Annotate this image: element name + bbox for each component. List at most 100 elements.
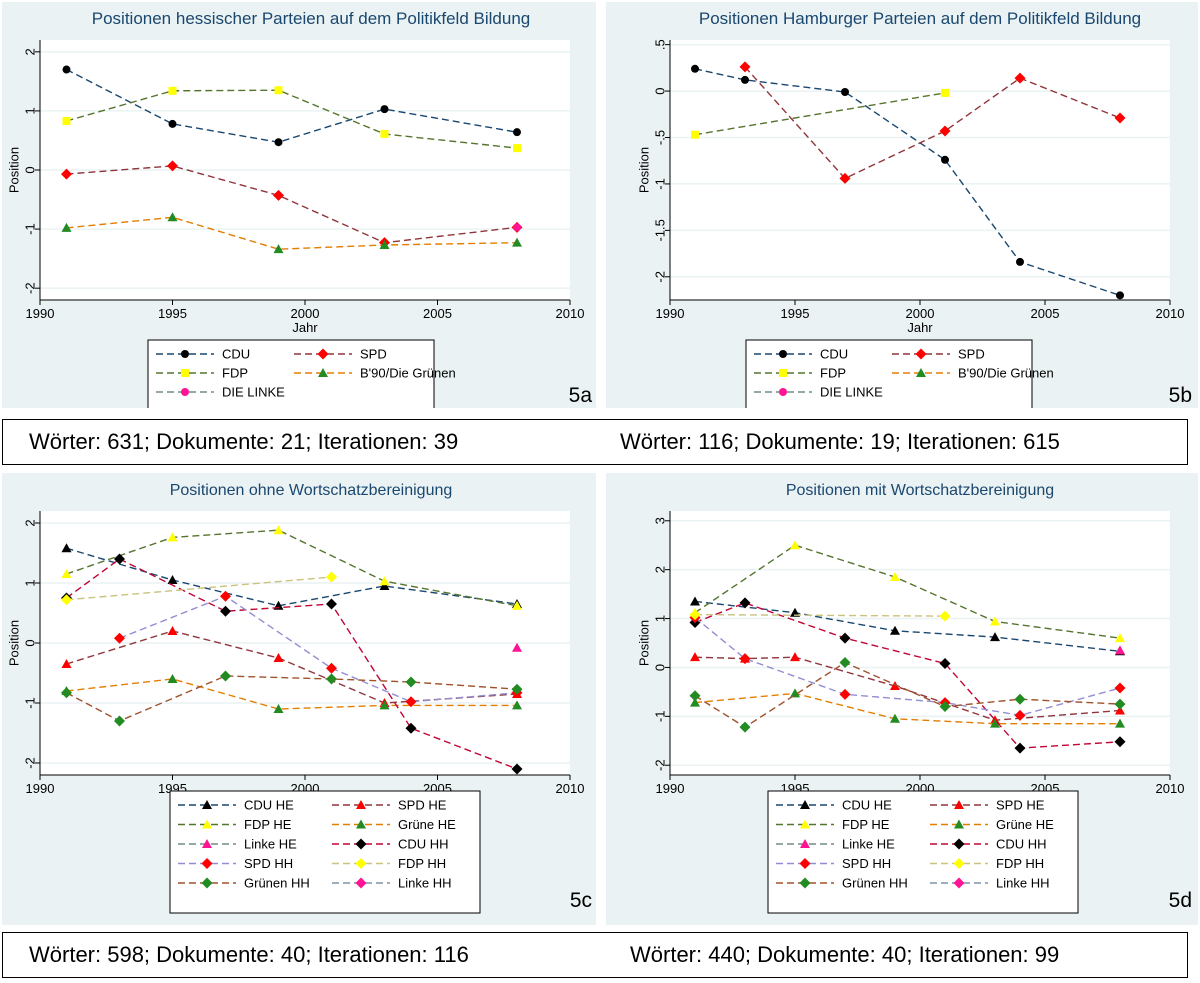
legend-marker [181,350,189,358]
y-tick-label: 2 [653,566,668,573]
legend-marker [202,800,212,809]
data-point [513,144,521,153]
y-tick-label: -1 [653,711,668,723]
y-tick-label: 0 [23,166,38,173]
data-point [841,88,849,96]
legend-marker [355,858,367,869]
data-point [790,688,800,698]
x-tick-label: 2005 [423,306,452,321]
data-point [220,670,231,682]
y-tick-label: -2 [653,759,668,771]
series-line [694,656,1121,721]
stats-5b: Wörter: 116; Dokumente: 19; Iterationen:… [620,429,1060,454]
y-tick-label: 0 [653,664,668,671]
x-axis-label: Jahr [907,320,933,335]
y-tick-label: -.5 [653,130,668,145]
series-line [694,617,1121,717]
data-point [326,571,337,583]
series-fdp-he [690,540,1125,643]
legend-marker [355,877,367,889]
legend-label: Linke HE [244,837,297,852]
series-line [66,529,518,607]
chart-panel-5a: 2 1 0 -1 -2 1990 1995 2000 2005 2010 Positionen he… [2,2,596,408]
series-line [66,89,518,149]
series-line [66,558,518,770]
x-tick-label: 2000 [906,306,935,321]
data-point [890,713,900,723]
stats-5a: Wörter: 631; Dokumente: 21; Iterationen:… [29,429,459,454]
legend-marker [356,819,366,829]
chart-title: Positionen Hamburger Parteien auf dem Po… [699,9,1141,28]
legend-marker [356,800,366,809]
series-b-90-die-gr-nen [61,212,522,254]
legend-label: CDU [820,347,848,362]
legend-label: CDU HH [398,837,449,852]
series-line [66,165,518,244]
data-point [990,718,1000,728]
data-point [1115,718,1125,728]
legend-label: FDP HE [244,817,292,832]
legend-label: SPD HE [996,798,1045,813]
legend-label: Linke HE [842,837,895,852]
x-tick-label: 1990 [656,781,685,796]
data-point [61,569,72,578]
legend-label: SPD [360,347,387,362]
y-axis-label: Position [7,620,22,666]
data-point [1014,709,1026,721]
series-cdu [691,64,1124,300]
legend-marker [779,388,787,396]
y-tick-label: 1 [653,615,668,622]
series-fdp [62,86,521,153]
series-cdu [62,65,521,147]
data-point [61,594,72,606]
data-point [405,722,417,734]
legend-marker [201,858,213,869]
data-point [839,632,851,644]
data-point [839,688,851,700]
series-line [694,68,1121,297]
data-point [380,129,389,138]
data-point [379,576,390,586]
legend-label: Grünen HH [842,876,908,891]
data-point [511,763,523,775]
data-point [168,119,177,128]
legend-label: CDU HE [842,798,892,813]
stats-5d: Wörter: 440; Dokumente: 40; Iterationen:… [630,942,1060,967]
data-point [168,86,177,95]
data-point [512,600,522,610]
series-fdp-he [61,525,522,610]
legend-marker [181,369,189,377]
series-line [744,66,1121,180]
data-point [839,657,851,669]
data-point [379,240,390,250]
x-tick-label: 1995 [781,306,810,321]
legend-box [767,790,1079,914]
legend-label: SPD HH [842,856,891,871]
legend-marker [954,819,964,829]
chart-title: Positionen hessischer Parteien auf dem P… [92,9,530,28]
y-tick-label: 0 [23,639,38,646]
data-point [512,237,522,247]
data-point [273,525,284,535]
data-point [273,244,284,254]
data-point [890,572,900,581]
legend-marker [800,839,810,848]
data-point [61,168,72,180]
data-point [690,652,700,662]
data-point [380,105,389,114]
legend-marker [915,348,927,360]
data-point [114,715,125,727]
data-point [167,575,178,584]
data-point [941,88,949,97]
data-point [990,632,1000,642]
legend-marker [779,350,787,358]
series-fdp-hh [61,571,337,606]
legend-label: Grüne HE [398,817,456,832]
data-point [1114,736,1126,748]
y-tick-label: 2 [23,48,38,55]
x-tick-label: 2000 [291,306,320,321]
data-point [739,597,751,609]
series-cdu-hh [61,553,523,775]
x-tick-label: 1990 [26,306,55,321]
